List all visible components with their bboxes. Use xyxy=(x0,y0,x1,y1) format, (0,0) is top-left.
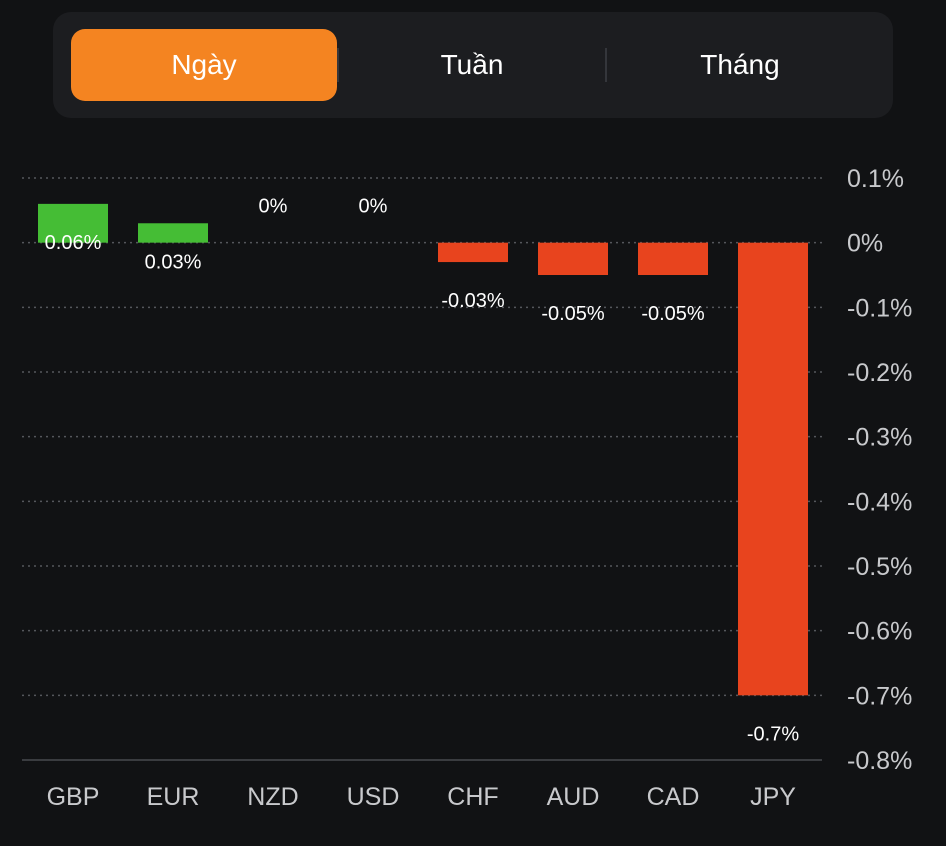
value-label: -0.03% xyxy=(441,290,505,312)
bar-chf xyxy=(438,242,508,263)
y-tick-label: 0.1% xyxy=(847,165,904,193)
x-tick-label: JPY xyxy=(750,783,796,811)
bar-eur xyxy=(138,223,208,243)
y-tick-label: -0.7% xyxy=(847,682,912,710)
x-tick-label: CAD xyxy=(647,783,700,811)
value-label: 0.06% xyxy=(45,232,102,254)
tab-month[interactable]: Tháng xyxy=(700,49,780,80)
period-segmented-control: Ngày Tuần Tháng xyxy=(53,12,893,118)
y-tick-label: -0.6% xyxy=(847,618,912,646)
tab-week[interactable]: Tuần xyxy=(440,49,504,80)
value-label: -0.05% xyxy=(641,303,705,325)
y-tick-label: 0% xyxy=(847,230,883,258)
tab-day[interactable]: Ngày xyxy=(71,29,337,101)
x-tick-label: AUD xyxy=(547,783,600,811)
divider xyxy=(605,48,607,82)
value-label: -0.05% xyxy=(541,303,605,325)
x-tick-label: CHF xyxy=(447,783,498,811)
x-tick-label: EUR xyxy=(147,783,200,811)
value-label: 0% xyxy=(359,196,388,218)
value-label: 0% xyxy=(259,196,288,218)
y-tick-label: -0.5% xyxy=(847,553,912,581)
bar-jpy xyxy=(738,242,808,696)
y-tick-label: -0.4% xyxy=(847,488,912,516)
x-tick-label: USD xyxy=(347,783,400,811)
value-label: -0.7% xyxy=(747,723,799,745)
bar-gbp xyxy=(38,203,108,243)
x-tick-label: GBP xyxy=(47,783,100,811)
bar-aud xyxy=(538,242,608,275)
divider xyxy=(337,48,339,82)
x-tick-label: NZD xyxy=(247,783,298,811)
y-tick-label: -0.2% xyxy=(847,359,912,387)
y-tick-label: -0.1% xyxy=(847,294,912,322)
y-tick-label: -0.8% xyxy=(847,747,912,775)
y-tick-label: -0.3% xyxy=(847,424,912,452)
bar-cad xyxy=(638,242,708,275)
value-label: 0.03% xyxy=(145,251,202,273)
